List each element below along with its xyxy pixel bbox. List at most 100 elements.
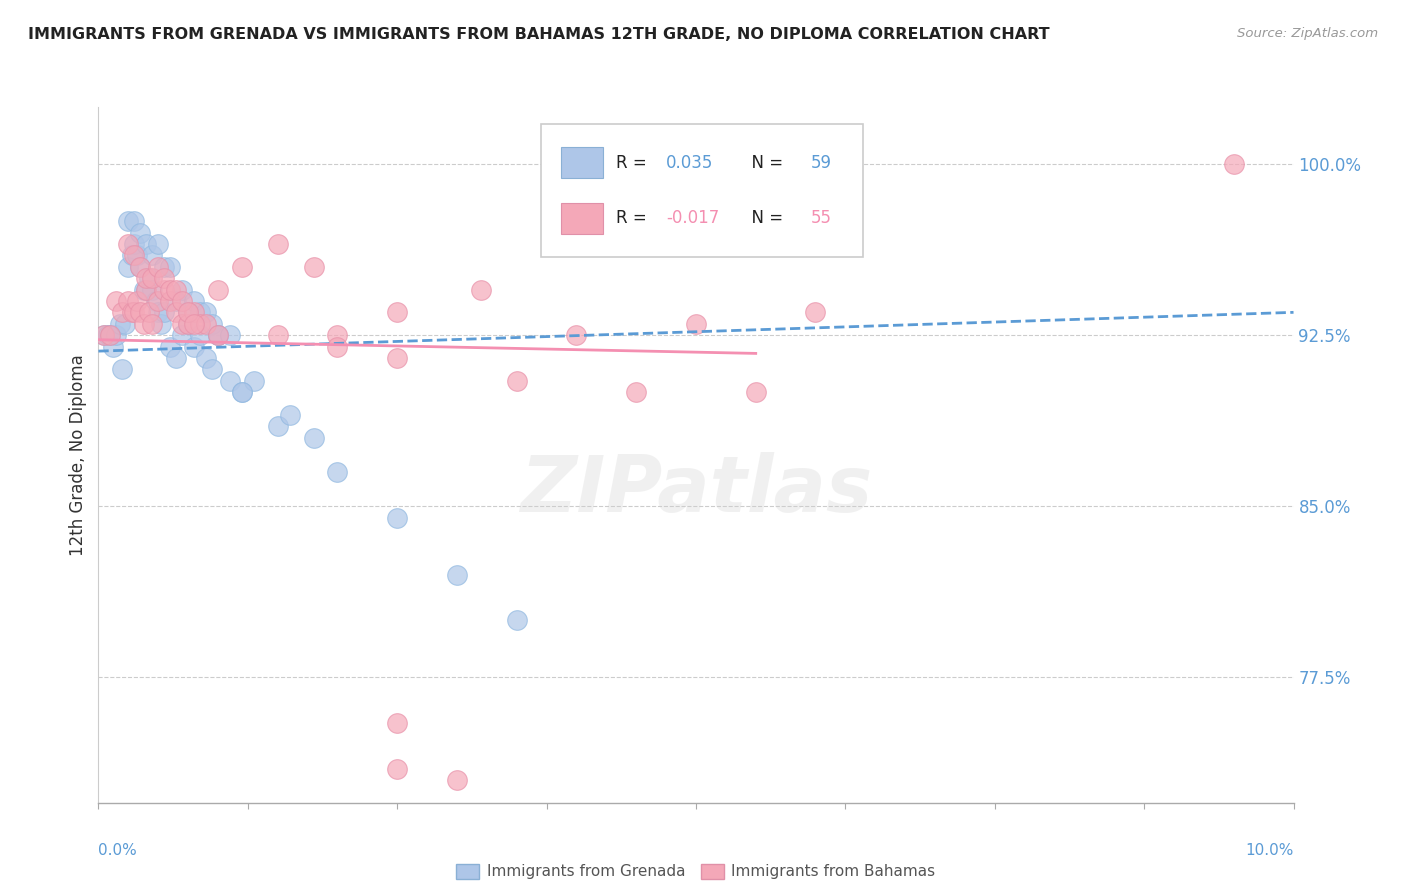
Point bbox=[135, 283, 157, 297]
Bar bbox=[561, 147, 603, 178]
Point bbox=[326, 328, 349, 343]
Point bbox=[114, 317, 136, 331]
Point bbox=[188, 317, 211, 331]
Point bbox=[183, 305, 205, 319]
Text: 10.0%: 10.0% bbox=[1246, 843, 1294, 858]
Point bbox=[219, 374, 242, 388]
Point bbox=[165, 351, 187, 365]
Point bbox=[129, 226, 152, 240]
Point bbox=[506, 613, 529, 627]
Point bbox=[117, 260, 139, 274]
Point bbox=[804, 305, 827, 319]
Text: Source: ZipAtlas.com: Source: ZipAtlas.com bbox=[1237, 27, 1378, 40]
Text: 55: 55 bbox=[811, 210, 832, 227]
Point bbox=[111, 305, 134, 319]
Point bbox=[153, 305, 176, 319]
Point bbox=[97, 328, 120, 343]
Point bbox=[267, 236, 290, 251]
Point bbox=[138, 271, 160, 285]
Text: 0.035: 0.035 bbox=[666, 153, 713, 171]
Point bbox=[159, 283, 181, 297]
Point bbox=[121, 248, 143, 262]
Point bbox=[302, 431, 325, 445]
Point bbox=[105, 328, 128, 343]
Point bbox=[385, 351, 409, 365]
Point bbox=[183, 340, 205, 354]
Point bbox=[188, 328, 211, 343]
Legend: Immigrants from Grenada, Immigrants from Bahamas: Immigrants from Grenada, Immigrants from… bbox=[450, 858, 942, 886]
Point bbox=[194, 351, 218, 365]
Point bbox=[172, 317, 194, 331]
Point bbox=[124, 248, 146, 262]
Point bbox=[326, 465, 349, 479]
Point bbox=[231, 385, 253, 400]
Point bbox=[385, 762, 409, 776]
Point bbox=[385, 715, 409, 730]
Point bbox=[105, 293, 128, 308]
Point bbox=[165, 283, 187, 297]
Point bbox=[141, 248, 163, 262]
Point bbox=[565, 328, 588, 343]
Point bbox=[745, 385, 768, 400]
Point bbox=[207, 283, 229, 297]
Point bbox=[177, 305, 200, 319]
Point bbox=[101, 340, 124, 354]
Y-axis label: 12th Grade, No Diploma: 12th Grade, No Diploma bbox=[69, 354, 87, 556]
Point bbox=[108, 317, 131, 331]
Point bbox=[172, 293, 194, 308]
Point bbox=[624, 157, 647, 171]
Point bbox=[98, 328, 122, 343]
Point bbox=[177, 317, 200, 331]
Point bbox=[129, 260, 152, 274]
Point bbox=[153, 271, 176, 285]
Point bbox=[385, 510, 409, 524]
Point bbox=[132, 317, 155, 331]
Point bbox=[135, 283, 157, 297]
Point bbox=[177, 317, 200, 331]
Point bbox=[188, 305, 211, 319]
Point bbox=[207, 328, 229, 343]
Point bbox=[125, 293, 148, 308]
Point bbox=[141, 317, 163, 331]
Text: 59: 59 bbox=[811, 153, 832, 171]
Point bbox=[121, 305, 143, 319]
Point bbox=[267, 328, 290, 343]
Text: N =: N = bbox=[741, 210, 789, 227]
Point bbox=[111, 362, 134, 376]
Point bbox=[138, 305, 160, 319]
Point bbox=[326, 340, 349, 354]
Point bbox=[129, 305, 152, 319]
Point bbox=[243, 374, 266, 388]
Point bbox=[148, 260, 170, 274]
Point bbox=[117, 214, 139, 228]
Point bbox=[153, 283, 176, 297]
Point bbox=[148, 305, 170, 319]
Point bbox=[685, 317, 707, 331]
Point bbox=[124, 236, 146, 251]
Point bbox=[207, 328, 229, 343]
Text: R =: R = bbox=[616, 210, 652, 227]
Text: ZIPatlas: ZIPatlas bbox=[520, 451, 872, 528]
Point bbox=[159, 260, 181, 274]
Point bbox=[159, 293, 181, 308]
Point bbox=[141, 271, 163, 285]
Point bbox=[506, 374, 529, 388]
Point bbox=[124, 305, 146, 319]
Point bbox=[165, 305, 187, 319]
Point bbox=[135, 236, 157, 251]
Point bbox=[125, 248, 148, 262]
Point bbox=[93, 328, 115, 343]
FancyBboxPatch shape bbox=[540, 124, 863, 257]
Point bbox=[446, 772, 468, 787]
Point bbox=[183, 317, 205, 331]
Point bbox=[470, 283, 492, 297]
Point bbox=[93, 328, 115, 343]
Point bbox=[149, 317, 172, 331]
Point bbox=[165, 293, 187, 308]
Point bbox=[446, 567, 468, 582]
Point bbox=[172, 328, 194, 343]
Point bbox=[231, 260, 253, 274]
Point bbox=[385, 305, 409, 319]
Point bbox=[231, 385, 253, 400]
Point bbox=[159, 340, 181, 354]
